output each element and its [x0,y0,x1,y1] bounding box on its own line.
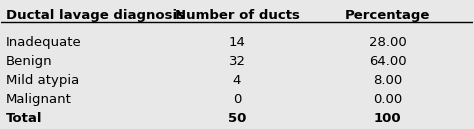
Text: 100: 100 [374,112,401,125]
Text: Percentage: Percentage [345,9,430,22]
Text: Ductal lavage diagnosis: Ductal lavage diagnosis [6,9,185,22]
Text: Total: Total [6,112,43,125]
Text: Inadequate: Inadequate [6,36,82,49]
Text: 0.00: 0.00 [373,93,402,106]
Text: 32: 32 [228,55,246,68]
Text: 64.00: 64.00 [369,55,407,68]
Text: 14: 14 [228,36,246,49]
Text: 4: 4 [233,74,241,87]
Text: Number of ducts: Number of ducts [174,9,300,22]
Text: Mild atypia: Mild atypia [6,74,79,87]
Text: 0: 0 [233,93,241,106]
Text: Malignant: Malignant [6,93,72,106]
Text: Benign: Benign [6,55,53,68]
Text: 28.00: 28.00 [369,36,407,49]
Text: 8.00: 8.00 [373,74,402,87]
Text: 50: 50 [228,112,246,125]
